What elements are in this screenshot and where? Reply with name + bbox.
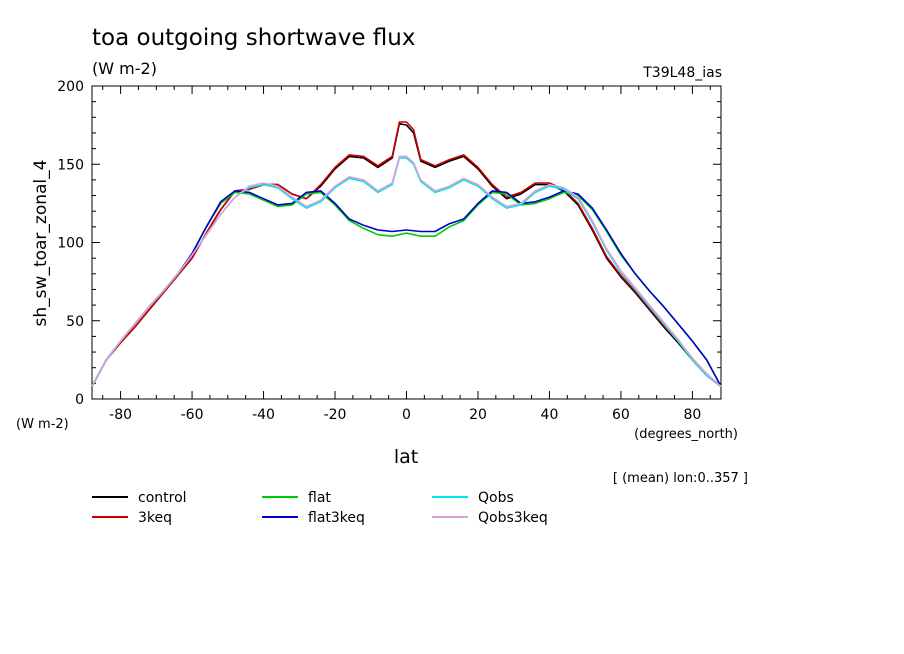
plot-area: -80 -60 -40 -20 0 20 40 60 80 0 50 100 150 200 [57, 79, 722, 423]
y-tick-label: 50 [66, 314, 84, 330]
chart-title: toa outgoing shortwave flux [92, 25, 415, 51]
series-line-control [91, 122, 722, 388]
x-tick-label: 0 [402, 407, 411, 423]
y-tick-label: 0 [75, 392, 84, 408]
plot-frame [91, 85, 722, 400]
x-tick-label: 80 [683, 407, 701, 423]
legend-label: Qobs [478, 490, 514, 506]
legend-label: control [138, 490, 187, 506]
legend: control 3keq flat flat3keq Qobs Qobs3keq [92, 490, 548, 526]
run-label: T39L48_ias [642, 65, 722, 81]
series-line-flat [91, 191, 722, 387]
x-tick-label: -20 [324, 407, 347, 423]
y-axis-label: sh_sw_toar_zonal_4 [31, 160, 51, 327]
x-axis-units: (degrees_north) [634, 427, 738, 442]
legend-item-qobs3keq: Qobs3keq [432, 510, 548, 526]
y-tick-label: 100 [57, 236, 84, 252]
y-tick-label: 150 [57, 157, 84, 173]
axis-ticks: -80 -60 -40 -20 0 20 40 60 80 0 50 100 150 200 [57, 79, 721, 423]
series-line-qobs3keq [91, 155, 722, 388]
legend-label: flat3keq [308, 510, 365, 526]
legend-item-3keq: 3keq [92, 510, 172, 526]
x-tick-label: 20 [469, 407, 487, 423]
x-tick-label: -80 [109, 407, 132, 423]
legend-item-flat3keq: flat3keq [262, 510, 365, 526]
series-line-qobs [91, 157, 722, 388]
x-tick-label: -40 [252, 407, 275, 423]
legend-item-control: control [92, 490, 187, 506]
legend-item-flat: flat [262, 490, 331, 506]
legend-label: Qobs3keq [478, 510, 548, 526]
x-tick-label: 60 [612, 407, 630, 423]
series-line-flat3keq [91, 190, 722, 387]
legend-label: flat [308, 490, 331, 506]
y-axis-units: (W m-2) [16, 417, 69, 432]
series-lines [91, 121, 722, 388]
y-tick-label: 200 [57, 79, 84, 95]
legend-item-qobs: Qobs [432, 490, 514, 506]
x-axis-label: lat [394, 446, 418, 468]
series-line-3keq [91, 121, 722, 388]
mean-note: [ (mean) lon:0..357 ] [613, 471, 748, 486]
legend-label: 3keq [138, 510, 172, 526]
x-tick-label: -60 [181, 407, 204, 423]
chart-units: (W m-2) [92, 59, 157, 78]
x-tick-label: 40 [541, 407, 559, 423]
